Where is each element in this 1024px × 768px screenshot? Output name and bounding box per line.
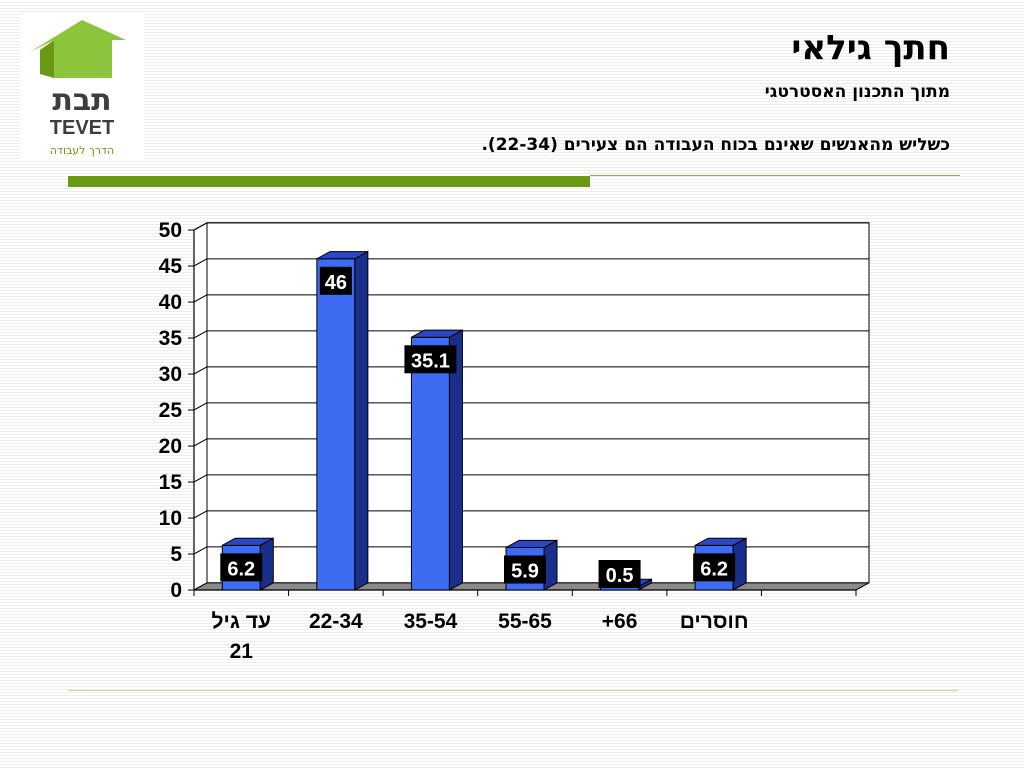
y-tick-label: 50	[159, 219, 182, 242]
x-tick-label: עד גיל	[212, 610, 271, 633]
y-tick-label: 35	[159, 327, 183, 350]
bar-front	[317, 259, 355, 590]
x-tick-label: 21	[230, 640, 254, 663]
y-tick-label: 40	[159, 291, 182, 314]
data-label: 6.2	[693, 553, 735, 581]
data-label: 46	[320, 267, 352, 295]
data-label: 5.9	[504, 556, 546, 584]
bar-front	[411, 337, 449, 590]
y-tick-label: 25	[159, 399, 183, 422]
y-tick-label: 20	[159, 435, 182, 458]
data-label: 6.2	[220, 553, 262, 581]
x-tick-label: 22-34	[309, 610, 363, 633]
chart-grid	[194, 223, 869, 590]
x-tick-label: חוסרים	[680, 610, 749, 633]
bar	[317, 252, 368, 590]
footer-rule	[68, 690, 958, 691]
x-tick-label: 55-65	[498, 610, 552, 633]
y-tick-label: 5	[170, 543, 182, 566]
data-label: 0.5	[599, 560, 641, 588]
data-label-text: 6.2	[700, 558, 728, 580]
y-tick-label: 30	[159, 363, 182, 386]
y-tick-label: 10	[159, 507, 182, 530]
data-label-text: 46	[325, 272, 347, 294]
data-label: 35.1	[404, 345, 456, 373]
y-tick-label: 15	[159, 471, 183, 494]
y-tick-label: 0	[170, 579, 182, 602]
data-label-text: 0.5	[606, 565, 634, 587]
data-label-text: 5.9	[511, 561, 539, 583]
x-tick-label: 35-54	[404, 610, 458, 633]
data-label-text: 6.2	[227, 558, 255, 580]
data-label-text: 35.1	[411, 350, 450, 372]
bar-side	[355, 252, 368, 590]
y-tick-label: 45	[159, 255, 183, 278]
x-tick-label: 66+	[602, 610, 638, 633]
